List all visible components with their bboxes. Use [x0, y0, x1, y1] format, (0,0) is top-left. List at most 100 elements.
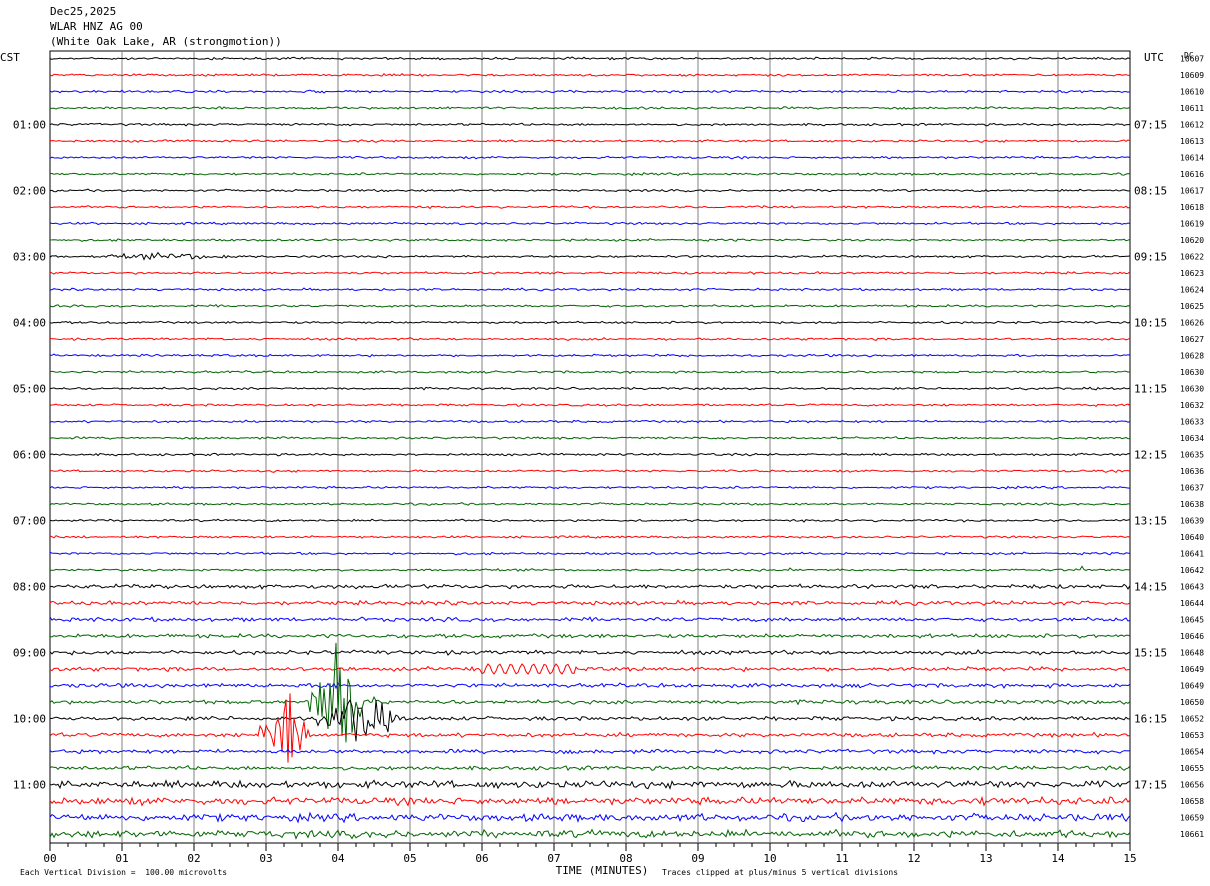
dc-offset-label: 10628 [1180, 352, 1204, 361]
seismic-trace [49, 419, 1131, 424]
dc-offset-label: 10661 [1180, 830, 1204, 839]
seismic-trace [49, 139, 1131, 143]
left-time-label: 07:00 [13, 515, 46, 528]
seismic-trace [49, 320, 1131, 325]
dc-offset-label: 10614 [1180, 154, 1204, 163]
x-tick-label: 11 [835, 852, 848, 865]
seismic-trace [49, 336, 1131, 342]
dc-offset-label: 10646 [1180, 632, 1204, 641]
seismic-trace [49, 353, 1131, 358]
left-time-label: 10:00 [13, 713, 46, 726]
dc-offset-label: 10640 [1180, 533, 1204, 542]
dc-offset-label: 10637 [1180, 484, 1204, 493]
date-label: Dec25,2025 [50, 5, 117, 18]
seismic-trace [49, 122, 1131, 127]
right-time-label: 13:15 [1134, 515, 1167, 528]
dc-offset-label: 10613 [1180, 137, 1204, 146]
seismic-trace [49, 251, 1131, 261]
dc-offset-label: 10622 [1180, 253, 1204, 262]
x-tick-label: 02 [187, 852, 200, 865]
dc-offset-label: 10607 [1180, 55, 1204, 64]
left-time-label: 09:00 [13, 647, 46, 660]
seismic-trace [49, 649, 1131, 656]
x-tick-label: 05 [403, 852, 416, 865]
dc-offset-label: 10627 [1180, 335, 1204, 344]
dc-offset-label: 10620 [1180, 236, 1204, 245]
seismic-trace [49, 699, 1130, 742]
dc-offset-label: 10616 [1180, 170, 1204, 179]
seismic-trace [49, 682, 1131, 690]
seismic-trace [49, 469, 1131, 474]
right-time-label: 14:15 [1134, 581, 1167, 594]
seismic-trace [49, 271, 1131, 275]
x-tick-label: 06 [475, 852, 488, 865]
dc-offset-label: 10636 [1180, 467, 1204, 476]
dc-offset-label: 10648 [1180, 649, 1204, 658]
dc-offset-label: 10634 [1180, 434, 1204, 443]
dc-offset-label: 10618 [1180, 203, 1204, 212]
seismic-trace [49, 632, 1131, 639]
dc-offset-label: 10639 [1180, 517, 1204, 526]
seismic-trace [49, 89, 1131, 94]
seismic-trace [49, 551, 1131, 556]
seismic-trace [49, 155, 1131, 160]
scale-note: Each Vertical Division = 100.00 microvol… [20, 868, 228, 877]
x-tick-label: 08 [619, 852, 632, 865]
x-tick-label: 01 [115, 852, 128, 865]
dc-offset-label: 10632 [1180, 401, 1204, 410]
dc-offset-label: 10652 [1180, 715, 1204, 724]
dc-offset-label: 10619 [1180, 220, 1204, 229]
seismic-trace [49, 485, 1131, 490]
plot-frame [49, 50, 1131, 844]
right-time-label: 11:15 [1134, 383, 1167, 396]
x-tick-label: 00 [43, 852, 56, 865]
seismic-trace [49, 452, 1131, 457]
seismic-trace [49, 403, 1131, 408]
seismic-trace [49, 599, 1131, 606]
dc-offset-label: 10649 [1180, 665, 1204, 674]
seismic-trace [49, 205, 1131, 210]
seismic-trace [49, 795, 1131, 807]
dc-offset-label: 10638 [1180, 500, 1204, 509]
right-time-label: 10:15 [1134, 317, 1167, 330]
seismic-trace [49, 386, 1131, 391]
dc-offset-label: 10659 [1180, 814, 1204, 823]
left-timezone-label: CST [0, 51, 20, 64]
dc-offset-label: 10653 [1180, 731, 1204, 740]
dc-offset-label: 10624 [1180, 286, 1204, 295]
left-time-label: 06:00 [13, 449, 46, 462]
seismic-trace [49, 518, 1131, 523]
right-time-label: 16:15 [1134, 713, 1167, 726]
right-time-label: 07:15 [1134, 119, 1167, 132]
dc-offset-label: 10655 [1180, 764, 1204, 773]
seismic-trace [49, 693, 1131, 763]
x-tick-label: 15 [1123, 852, 1136, 865]
dc-offset-label: 10630 [1180, 368, 1204, 377]
seismic-trace [49, 72, 1131, 77]
seismic-trace [49, 188, 1131, 193]
dc-offset-label: 10649 [1180, 682, 1204, 691]
left-time-label: 08:00 [13, 581, 46, 594]
seismic-trace [49, 748, 1131, 755]
dc-offset-label: 10612 [1180, 121, 1204, 130]
x-tick-label: 10 [763, 852, 776, 865]
seismic-trace [49, 370, 1131, 375]
dc-offset-label: 10633 [1180, 418, 1204, 427]
x-axis-label: TIME (MINUTES) [556, 864, 649, 877]
dc-offset-label: 10610 [1180, 88, 1204, 97]
dc-offset-label: 10642 [1180, 566, 1204, 575]
right-time-label: 15:15 [1134, 647, 1167, 660]
seismic-trace [49, 565, 1131, 572]
seismic-trace [49, 663, 1130, 675]
seismic-trace [49, 221, 1131, 226]
dc-offset-label: 10630 [1180, 385, 1204, 394]
dc-offset-label: 10626 [1180, 319, 1204, 328]
dc-offset-label: 10643 [1180, 583, 1204, 592]
seismic-trace [49, 616, 1131, 623]
dc-offset-label: 10609 [1180, 71, 1204, 80]
left-time-label: 02:00 [13, 185, 46, 198]
dc-offset-label: 10644 [1180, 599, 1204, 608]
right-time-label: 12:15 [1134, 449, 1167, 462]
dc-label: DC [1184, 51, 1194, 60]
